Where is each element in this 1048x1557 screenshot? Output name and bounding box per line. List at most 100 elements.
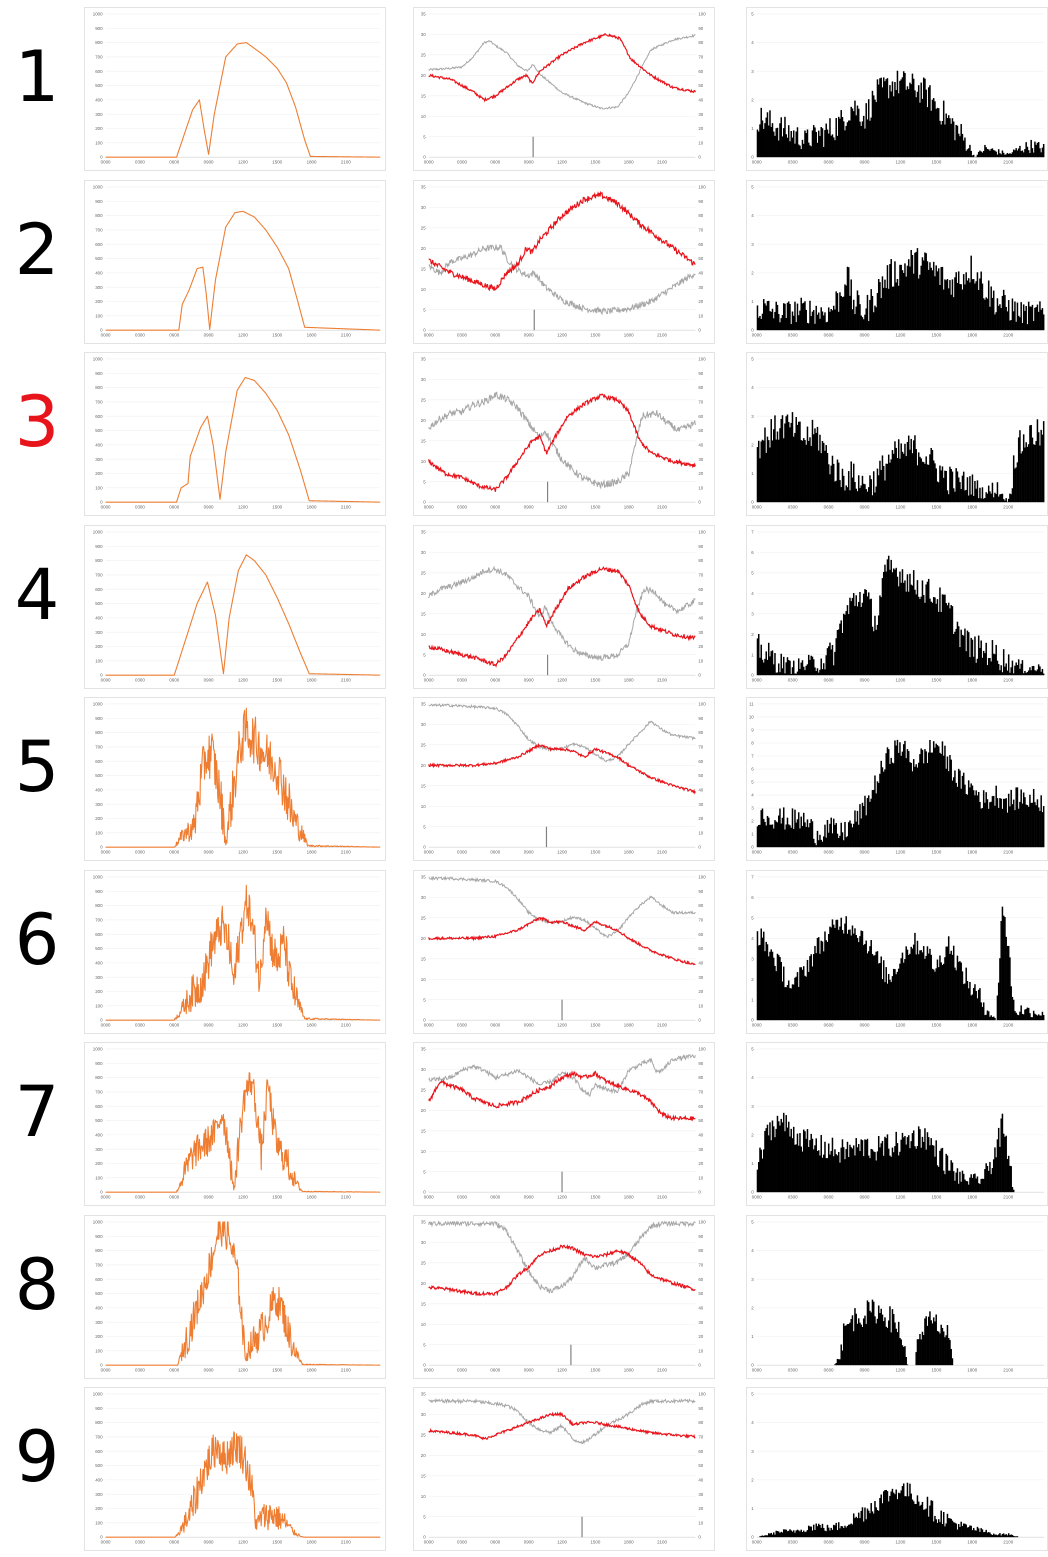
red-series-line [429, 567, 696, 666]
x-tick-label: 0900 [524, 1195, 534, 1200]
x-tick-label: 2100 [657, 677, 667, 682]
y-right-tick-label: 100 [698, 874, 706, 879]
y-tick-label: 600 [95, 69, 103, 74]
y-tick-label: 10 [421, 631, 426, 636]
x-tick-label: 1500 [590, 160, 600, 165]
x-tick-label: 0900 [524, 332, 534, 337]
x-tick-label: 0600 [169, 1540, 179, 1545]
y-right-tick-label: 100 [698, 184, 706, 189]
grid [429, 14, 696, 157]
y-tick-label: 100 [95, 1175, 103, 1180]
y-right-tick-label: 10 [698, 1175, 703, 1180]
histogram-bar [793, 660, 795, 674]
y-tick-label: 3 [751, 1104, 754, 1109]
y-right-tick-label: 50 [698, 773, 703, 778]
x-tick-label: 0600 [490, 850, 500, 855]
x-tick-label: 0000 [424, 1022, 434, 1027]
y-tick-label: 6 [751, 767, 754, 772]
y-right-tick-label: 30 [698, 1147, 703, 1152]
y-right-tick-label: 20 [698, 299, 703, 304]
y-right-tick-label: 30 [698, 457, 703, 462]
histogram-bars [757, 906, 1045, 1020]
x-tick-label: 0900 [524, 850, 534, 855]
y-tick-label: 25 [421, 225, 426, 230]
red-series-line [429, 34, 696, 101]
histogram-bars [757, 555, 1045, 674]
x-tick-label: 1200 [557, 1195, 567, 1200]
y-tick-label: 25 [421, 1432, 426, 1437]
x-tick-label: 1200 [557, 160, 567, 165]
y-tick-label: 4 [751, 1420, 754, 1425]
x-tick-label: 0900 [860, 677, 870, 682]
x-tick-label: 1200 [896, 160, 906, 165]
y-tick-label: 1000 [93, 184, 103, 189]
x-tick-label: 0600 [169, 332, 179, 337]
y-tick-label: 800 [95, 1075, 103, 1080]
x-tick-label: 2100 [657, 332, 667, 337]
y-tick-label: 4 [751, 40, 754, 45]
y-tick-label: 5 [423, 134, 426, 139]
y-right-tick-label: 70 [698, 917, 703, 922]
y-tick-label: 20 [421, 1453, 426, 1458]
x-tick-label: 0300 [788, 505, 798, 510]
row-number-label: 2 [6, 200, 68, 300]
grid [429, 186, 696, 329]
x-tick-label: 1200 [557, 505, 567, 510]
x-tick-label: 1500 [272, 850, 282, 855]
y-right-tick-label: 20 [698, 1161, 703, 1166]
histogram-bars [757, 1113, 1015, 1192]
histogram-bar [1017, 1536, 1019, 1537]
x-tick-label: 0000 [101, 160, 111, 165]
x-tick-label: 0300 [788, 1022, 798, 1027]
y-tick-label: 3 [751, 69, 754, 74]
x-tick-label: 0000 [752, 677, 762, 682]
x-tick-label: 1200 [557, 1367, 567, 1372]
x-tick-label: 0000 [752, 1540, 762, 1545]
y-tick-label: 700 [95, 1434, 103, 1439]
x-tick-label: 0000 [424, 1540, 434, 1545]
y-right-tick-label: 20 [698, 644, 703, 649]
histogram-bar [1013, 1190, 1015, 1192]
y-right-tick-label: 0 [698, 1362, 701, 1367]
y-tick-label: 600 [95, 241, 103, 246]
x-tick-label: 1800 [967, 332, 977, 337]
y-tick-label: 1 [751, 299, 754, 304]
y-tick-label: 400 [95, 1477, 103, 1482]
x-tick-label: 0300 [457, 160, 467, 165]
x-tick-label: 2100 [341, 850, 351, 855]
x-tick-label: 0300 [135, 677, 145, 682]
x-tick-label: 0000 [101, 1367, 111, 1372]
y-right-tick-label: 20 [698, 1334, 703, 1339]
y-tick-label: 900 [95, 1233, 103, 1238]
y-tick-label: 200 [95, 299, 103, 304]
y-tick-label: 900 [95, 1061, 103, 1066]
y-right-tick-label: 80 [698, 903, 703, 908]
y-tick-label: 700 [95, 227, 103, 232]
y-tick-label: 2 [751, 819, 754, 824]
x-tick-label: 0600 [490, 1367, 500, 1372]
x-tick-label: 0600 [490, 1195, 500, 1200]
x-tick-label: 0000 [101, 505, 111, 510]
x-tick-label: 0000 [424, 332, 434, 337]
x-tick-label: 2100 [341, 160, 351, 165]
y-right-tick-label: 70 [698, 1262, 703, 1267]
y-tick-label: 1 [751, 471, 754, 476]
y-tick-label: 600 [95, 931, 103, 936]
y-right-tick-label: 0 [698, 672, 701, 677]
x-tick-label: 0300 [457, 677, 467, 682]
